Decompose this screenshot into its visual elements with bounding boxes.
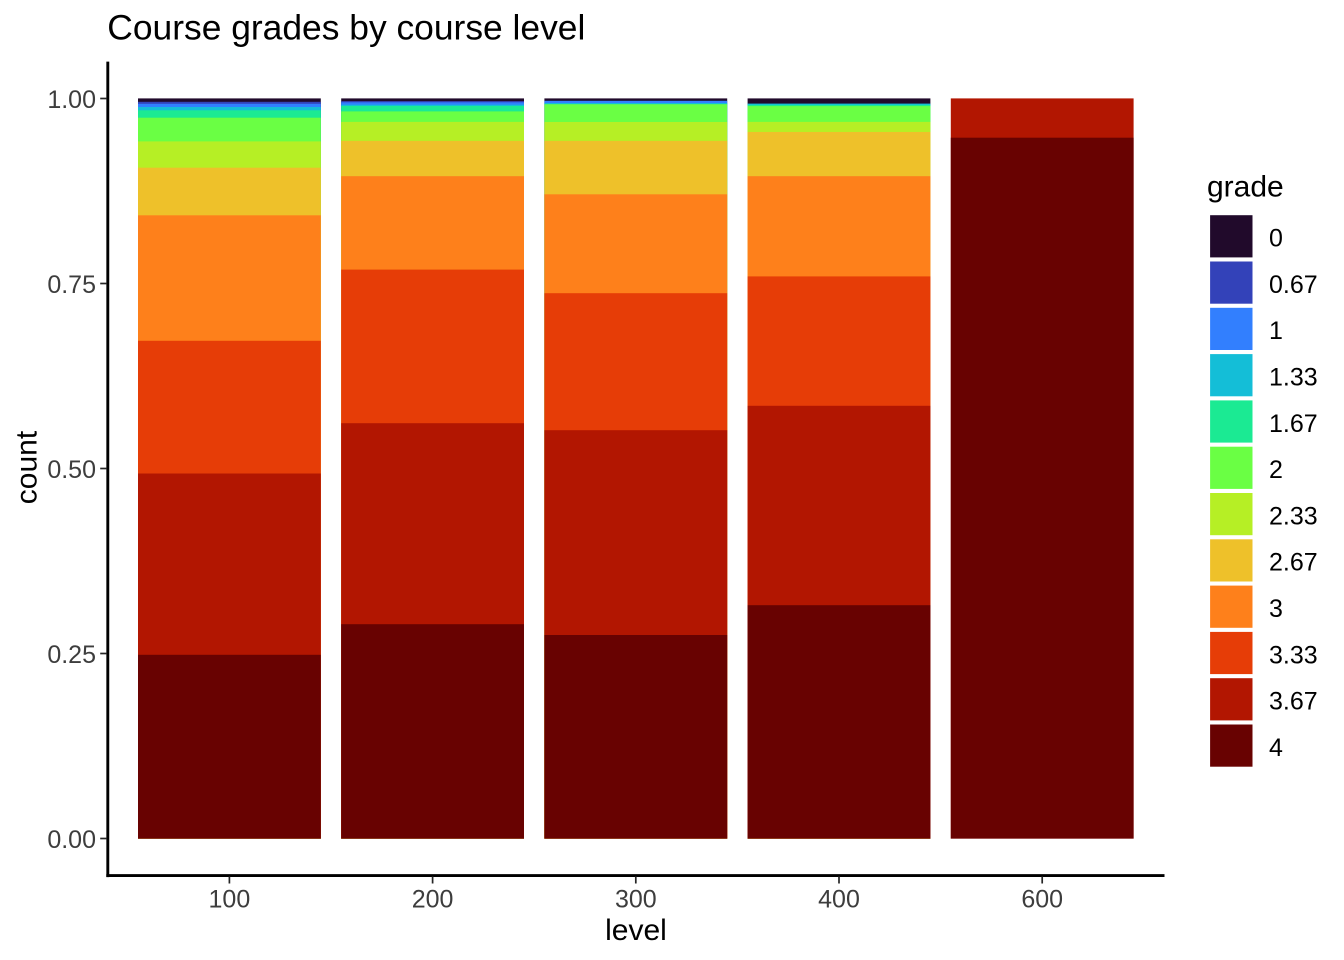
svg-text:1.67: 1.67 [1269,410,1318,438]
svg-text:1.33: 1.33 [1269,364,1318,392]
svg-text:300: 300 [615,885,657,913]
svg-text:0.75: 0.75 [47,271,96,299]
svg-text:3.67: 3.67 [1269,688,1318,716]
svg-text:1.00: 1.00 [47,86,96,114]
svg-text:0.50: 0.50 [47,456,96,484]
svg-text:Course grades by course level: Course grades by course level [107,7,585,47]
svg-text:200: 200 [412,885,454,913]
svg-text:2.33: 2.33 [1269,502,1318,530]
svg-text:3: 3 [1269,595,1283,623]
svg-text:level: level [605,914,667,947]
svg-text:2: 2 [1269,456,1283,484]
svg-text:3.33: 3.33 [1269,641,1318,669]
svg-text:0.25: 0.25 [47,641,96,669]
svg-text:grade: grade [1207,171,1284,204]
svg-text:100: 100 [209,885,251,913]
svg-text:1: 1 [1269,317,1283,345]
svg-text:0: 0 [1269,225,1283,253]
svg-text:4: 4 [1269,734,1283,762]
svg-text:400: 400 [818,885,860,913]
svg-text:2.67: 2.67 [1269,549,1318,577]
svg-text:0.00: 0.00 [47,826,96,854]
svg-text:600: 600 [1021,885,1063,913]
svg-text:count: count [11,430,44,504]
svg-text:0.67: 0.67 [1269,271,1318,299]
